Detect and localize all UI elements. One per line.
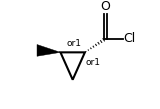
Polygon shape (85, 51, 86, 52)
Polygon shape (90, 48, 92, 49)
Polygon shape (95, 44, 97, 46)
Polygon shape (98, 42, 100, 44)
Polygon shape (88, 49, 89, 51)
Polygon shape (103, 38, 105, 41)
Polygon shape (37, 45, 60, 56)
Polygon shape (93, 46, 94, 48)
Text: or1: or1 (66, 39, 81, 48)
Text: Cl: Cl (124, 32, 136, 45)
Polygon shape (100, 40, 102, 43)
Text: or1: or1 (86, 58, 101, 67)
Text: O: O (100, 0, 110, 13)
